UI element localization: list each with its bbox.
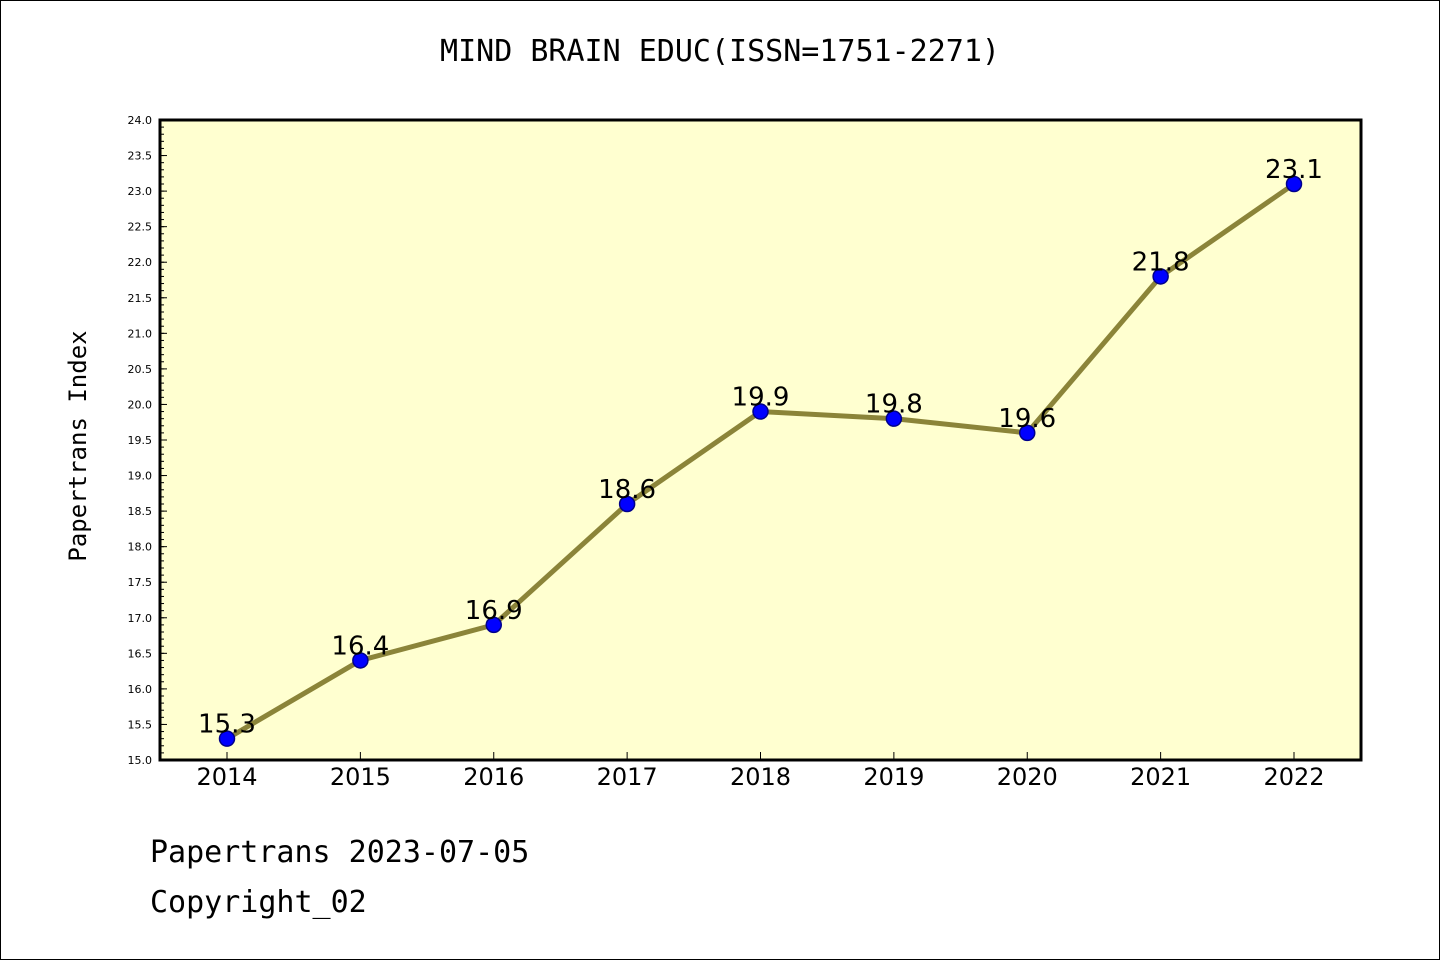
x-tick-label-2015: 2015 — [330, 763, 391, 791]
x-tick-label-2022: 2022 — [1263, 763, 1324, 791]
x-tick-label-2016: 2016 — [463, 763, 524, 791]
y-tick-label: 19.5 — [128, 434, 153, 447]
data-label-2018: 19.9 — [732, 383, 790, 413]
data-point-2019 — [885, 410, 903, 427]
data-label-2014: 15.3 — [198, 710, 256, 740]
x-tick-label-2017: 2017 — [597, 763, 658, 791]
data-point-2014 — [218, 730, 236, 747]
data-labels: 15.3 16.4 16.9 18.6 19.9 19.8 19.6 21.8 23.1 — [198, 155, 1323, 740]
y-tick-label: 20.0 — [128, 398, 153, 411]
x-axis-ticks: 2014 2015 2016 2017 2018 2019 2020 2021 2022 — [196, 752, 1325, 791]
x-tick-label-2014: 2014 — [196, 763, 257, 791]
y-tick-label: 21.0 — [128, 327, 153, 340]
data-label-2022: 23.1 — [1265, 155, 1323, 185]
y-tick-label: 20.5 — [128, 363, 153, 376]
x-tick-label-2018: 2018 — [730, 763, 791, 791]
y-tick-label: 15.5 — [128, 718, 153, 731]
y-tick-label: 18.0 — [128, 541, 153, 554]
y-tick-label: 23.5 — [128, 150, 153, 163]
footer-date: Papertrans 2023-07-05 — [150, 835, 530, 870]
y-axis-ticks: 15.0 15.5 16.0 16.5 17.0 17.5 18.0 18.5 19.0 19.5… — [128, 114, 167, 767]
data-point-2016 — [485, 616, 502, 634]
y-tick-label: 22.5 — [128, 221, 153, 234]
data-points — [218, 175, 1303, 747]
y-tick-label: 16.5 — [128, 647, 153, 660]
y-tick-label: 17.0 — [128, 612, 153, 625]
y-tick-label: 17.5 — [128, 576, 153, 589]
data-point-2020 — [1019, 424, 1036, 442]
y-tick-label: 21.5 — [128, 292, 153, 305]
data-point-2015 — [352, 652, 369, 669]
data-label-2015: 16.4 — [331, 631, 389, 661]
x-tick-label-2019: 2019 — [863, 763, 924, 791]
data-label-2021: 21.8 — [1132, 247, 1190, 277]
y-tick-label: 24.0 — [128, 114, 153, 127]
data-label-2019: 19.8 — [865, 390, 923, 420]
footer-copyright: Copyright_02 — [150, 885, 367, 920]
y-tick-label: 22.0 — [128, 256, 153, 269]
data-point-2017 — [618, 495, 636, 513]
y-tick-label: 18.5 — [128, 505, 153, 518]
y-tick-label: 19.0 — [128, 470, 153, 483]
data-point-2018 — [752, 403, 769, 420]
data-point-2022 — [1285, 175, 1303, 193]
chart-title: MIND BRAIN EDUC(ISSN=1751-2271) — [440, 34, 1000, 69]
data-label-2020: 19.6 — [998, 404, 1056, 434]
y-tick-label: 15.0 — [128, 754, 153, 767]
x-tick-label-2020: 2020 — [997, 763, 1058, 791]
y-tick-label: 23.0 — [128, 185, 153, 198]
x-tick-label-2021: 2021 — [1130, 763, 1191, 791]
y-tick-label: 16.0 — [128, 683, 153, 696]
data-label-2016: 16.9 — [465, 596, 523, 626]
data-point-2021 — [1152, 268, 1169, 285]
plot-area — [160, 120, 1361, 760]
plot-border — [158, 118, 1363, 762]
data-label-2017: 18.6 — [598, 475, 656, 505]
